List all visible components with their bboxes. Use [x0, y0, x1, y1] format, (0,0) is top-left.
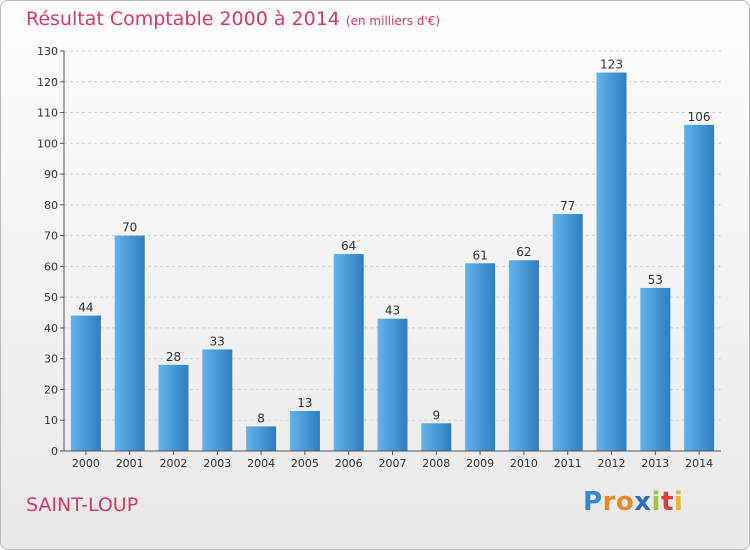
- chart-title: Résultat Comptable 2000 à 2014 (en millie…: [26, 8, 440, 30]
- x-tick-label: 2011: [554, 457, 582, 470]
- x-tick-label: 2004: [247, 457, 275, 470]
- logo-letter: i: [651, 487, 661, 517]
- bar: [202, 349, 233, 451]
- axes: 0 10 20 30 40 50 60 70 80 90 100 110 120 130 2000 2001 2…: [37, 45, 721, 470]
- x-tick-label: 2005: [291, 457, 319, 470]
- chart-title-text: Résultat Comptable 2000 à 2014: [26, 8, 340, 30]
- bar-value-label: 70: [122, 221, 137, 235]
- bar-value-label: 61: [472, 248, 487, 262]
- bar-value-label: 64: [341, 239, 356, 253]
- y-tick-label: 50: [44, 291, 58, 304]
- bar: [114, 235, 145, 451]
- bar-value-label: 43: [385, 304, 400, 318]
- bar-value-label: 44: [78, 301, 93, 315]
- y-tick-label: 70: [44, 230, 58, 243]
- bar: [508, 260, 539, 451]
- x-tick-label: 2000: [72, 457, 100, 470]
- commune-name: SAINT-LOUP: [26, 494, 139, 516]
- y-tick-label: 0: [51, 445, 58, 458]
- y-tick-label: 60: [44, 260, 58, 273]
- bar: [70, 315, 101, 451]
- bar: [158, 364, 189, 451]
- bar: [377, 318, 408, 451]
- x-tick-label: 2006: [335, 457, 363, 470]
- x-tick-label: 2009: [466, 457, 494, 470]
- bar: [246, 426, 277, 451]
- x-tick-label: 2014: [685, 457, 713, 470]
- bar: [640, 287, 671, 451]
- bar: [596, 72, 627, 452]
- y-tick-label: 10: [44, 414, 58, 427]
- bar-value-label: 106: [688, 110, 711, 124]
- bar-value-label: 62: [516, 245, 531, 259]
- x-tick-label: 2012: [598, 457, 626, 470]
- bar: [465, 263, 496, 451]
- bar-value-label: 8: [257, 411, 265, 425]
- bar: [421, 423, 452, 451]
- bar: [684, 124, 715, 451]
- bar-value-label: 13: [297, 396, 312, 410]
- x-tick-label: 2010: [510, 457, 538, 470]
- y-tick-label: 130: [37, 45, 58, 58]
- logo-letter: i: [673, 487, 684, 517]
- bars: 44 70 28 33 8 13 64 43 9 61 62 77 123 53 106: [70, 58, 715, 452]
- y-tick-label: 30: [44, 353, 58, 366]
- x-tick-label: 2007: [379, 457, 407, 470]
- x-tick-label: 2013: [641, 457, 669, 470]
- bar-value-label: 28: [166, 350, 181, 364]
- bar: [333, 254, 364, 451]
- y-tick-label: 100: [37, 137, 58, 150]
- chart-subtitle: (en milliers d'€): [345, 14, 441, 28]
- x-tick-label: 2002: [160, 457, 188, 470]
- bar-value-label: 9: [432, 408, 440, 422]
- bar-value-label: 123: [600, 58, 623, 72]
- logo-letter: P: [583, 487, 603, 517]
- y-tick-label: 110: [37, 107, 58, 120]
- bar-value-label: 77: [560, 199, 575, 213]
- logo-letter: r: [602, 487, 616, 517]
- logo-letter: t: [660, 487, 674, 517]
- bar: [289, 411, 320, 451]
- bar-value-label: 53: [648, 273, 663, 287]
- y-tick-label: 20: [44, 383, 58, 396]
- bar-value-label: 33: [210, 334, 225, 348]
- y-tick-label: 90: [44, 168, 58, 181]
- y-tick-label: 80: [44, 199, 58, 212]
- y-tick-label: 120: [37, 76, 58, 89]
- x-tick-label: 2008: [422, 457, 450, 470]
- bar: [552, 214, 583, 451]
- y-tick-label: 40: [44, 322, 58, 335]
- logo-letter: x: [634, 487, 652, 517]
- x-tick-label: 2001: [116, 457, 144, 470]
- proxiti-logo: Proxiti: [583, 487, 683, 517]
- x-tick-label: 2003: [203, 457, 231, 470]
- logo-letter: o: [615, 487, 635, 517]
